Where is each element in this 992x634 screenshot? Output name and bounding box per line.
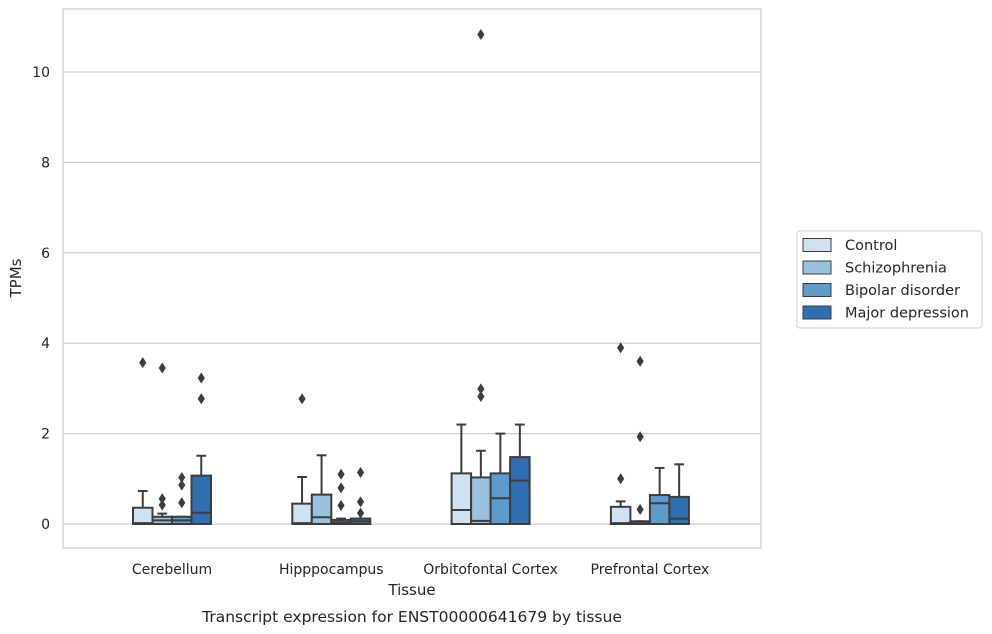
outlier-marker — [477, 28, 485, 40]
y-tick-label: 4 — [41, 336, 50, 352]
y-axis-label: TPMs — [7, 258, 25, 298]
box-control — [291, 393, 313, 526]
outlier-marker — [356, 466, 365, 478]
box-rect — [450, 472, 473, 526]
box-rect — [648, 494, 671, 525]
outlier-marker — [337, 499, 345, 511]
outlier-marker — [197, 393, 205, 405]
outlier-marker — [636, 431, 644, 443]
box-rect — [609, 505, 632, 526]
outlier-marker — [178, 479, 186, 491]
outlier-marker — [178, 471, 186, 483]
x-tick-label: Hipppocampus — [279, 562, 384, 578]
outlier-marker — [356, 507, 365, 519]
outlier-marker — [636, 504, 644, 516]
outlier-marker — [477, 383, 485, 395]
outlier-marker — [158, 493, 166, 505]
outlier-marker — [636, 355, 644, 367]
y-tick-labels: 0 2 4 6 8 10 — [32, 65, 50, 533]
outlier-marker — [158, 362, 166, 374]
plot-area — [62, 8, 762, 549]
box-rect — [668, 495, 690, 526]
box-schizophrenia — [310, 454, 333, 525]
y-tick-label: 2 — [41, 427, 50, 443]
legend-swatch — [802, 283, 832, 297]
y-tick-label: 10 — [32, 65, 50, 81]
legend: Control Schizophrenia Bipolar disorder Majo… — [796, 230, 983, 329]
box-rect — [470, 476, 492, 525]
box-rect — [291, 502, 313, 526]
outlier-marker — [477, 391, 485, 403]
outlier-marker — [356, 496, 365, 508]
box-rect — [190, 474, 212, 525]
chart-caption: Transcript expression for ENST0000064167… — [201, 608, 622, 626]
x-tick-label: Cerebellum — [132, 562, 212, 578]
legend-frame — [796, 230, 983, 329]
outlier-marker — [617, 342, 625, 354]
x-tick-label: Prefrontal Cortex — [591, 562, 710, 578]
box-bipolar-disorder — [330, 468, 352, 526]
legend-label: Control — [845, 238, 897, 254]
x-axis-label: Tissue — [387, 581, 435, 599]
x-tick-label: Orbitofontal Cortex — [423, 562, 558, 578]
boxes — [132, 28, 690, 526]
box-rect — [509, 456, 531, 526]
outlier-marker — [178, 497, 186, 509]
x-tick-labels: Cerebellum Hipppocampus Orbitofontal Corte… — [132, 562, 709, 578]
legend-swatch — [802, 260, 832, 275]
box-schizophrenia — [470, 28, 492, 525]
outlier-marker — [158, 499, 166, 511]
legend-swatch — [802, 305, 832, 320]
y-tick-label: 8 — [41, 155, 50, 171]
box-schizophrenia — [151, 362, 173, 526]
outlier-marker — [337, 482, 345, 494]
outlier-marker — [617, 473, 625, 485]
box-rect — [310, 493, 333, 525]
y-tick-label: 6 — [41, 246, 50, 262]
box-control — [132, 357, 154, 525]
box-control — [609, 342, 632, 526]
box-schizophrenia — [629, 355, 651, 526]
legend-label: Major depression — [845, 306, 969, 322]
legend-label: Bipolar disorder — [845, 283, 960, 299]
box-major-depression — [509, 423, 531, 526]
legend-label: Schizophrenia — [845, 261, 947, 277]
box-control — [450, 423, 473, 526]
outlier-marker — [139, 357, 147, 369]
y-tick-label: 0 — [41, 517, 50, 533]
box-major-depression — [190, 372, 212, 525]
outlier-marker — [337, 468, 345, 480]
outlier-marker — [197, 372, 205, 384]
box-rect — [132, 506, 154, 525]
outlier-marker — [298, 393, 306, 405]
box-major-depression — [349, 466, 372, 525]
box-major-depression — [668, 463, 690, 526]
legend-swatch — [802, 238, 832, 252]
